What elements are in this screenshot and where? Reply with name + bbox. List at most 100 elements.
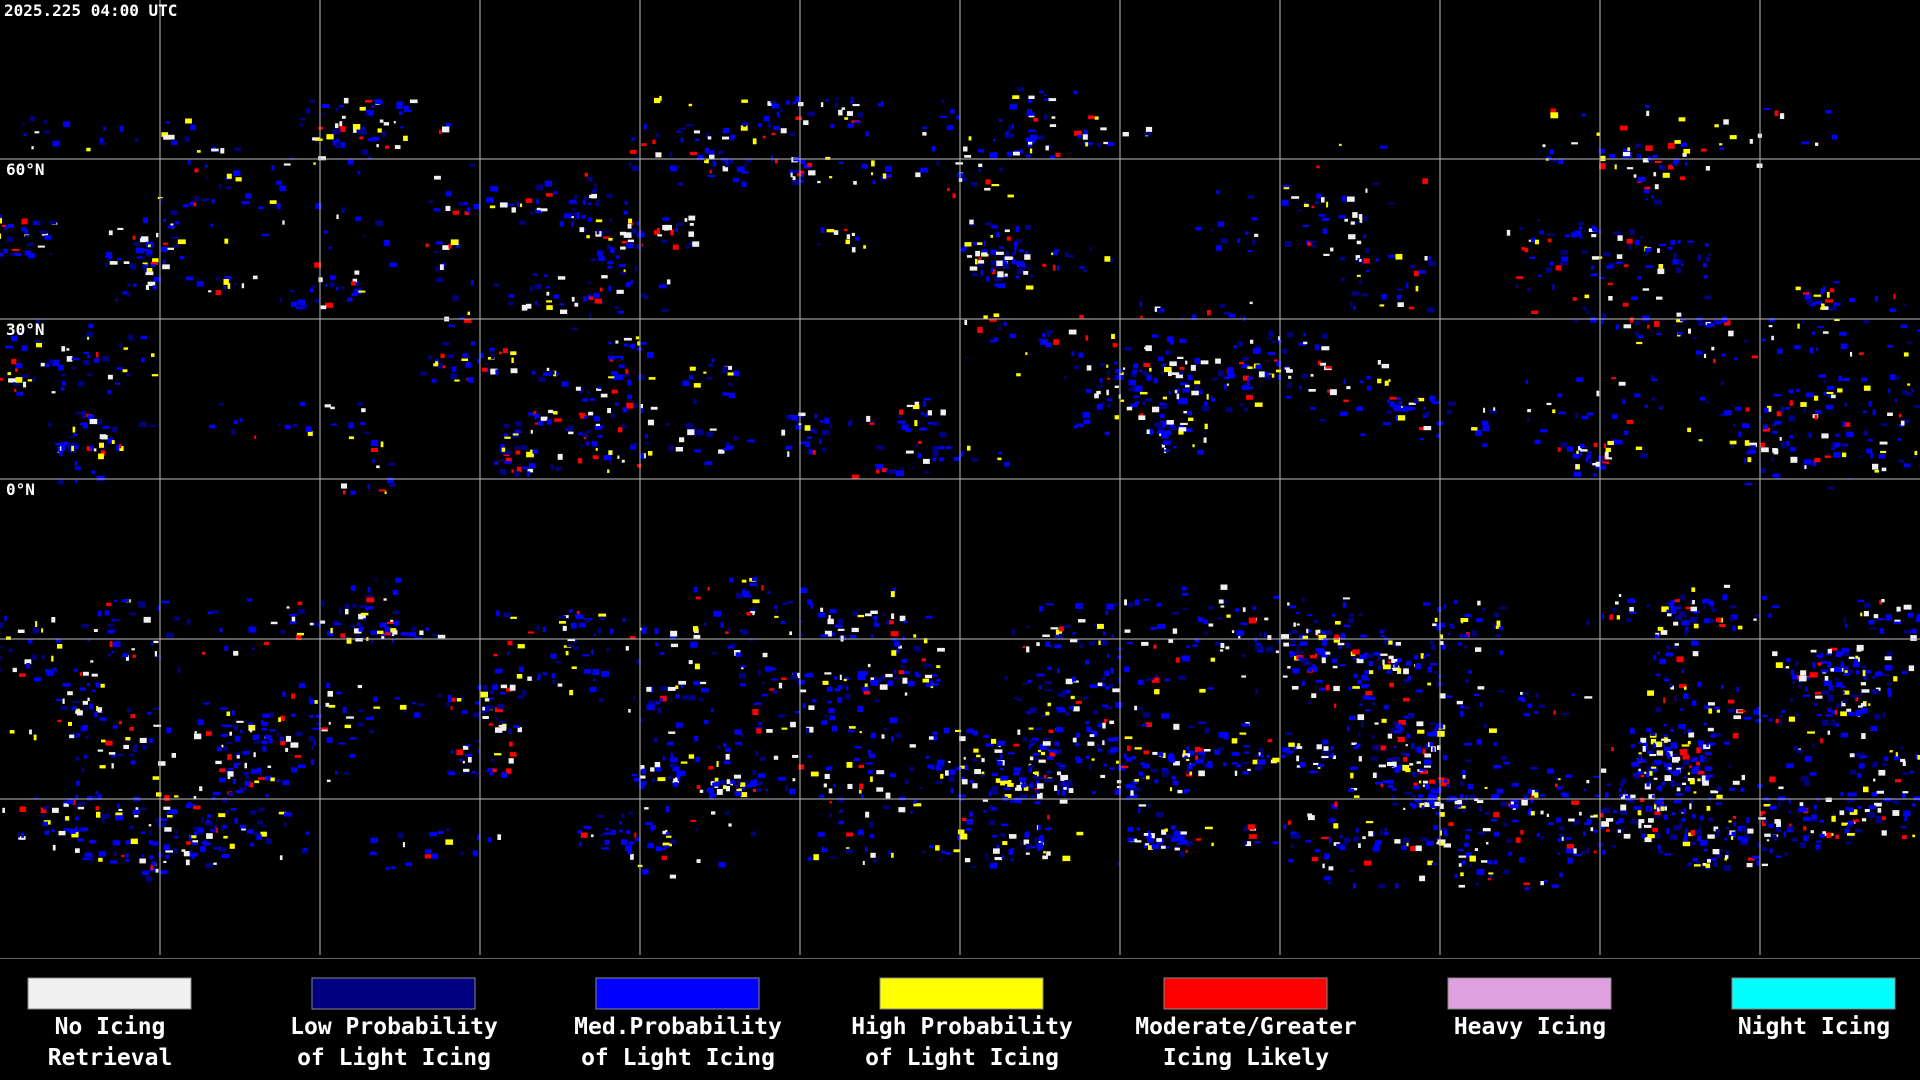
icing-pixel [98, 709, 102, 713]
icing-pixel [679, 437, 685, 443]
icing-pixel [1036, 642, 1040, 646]
icing-pixel [1102, 740, 1105, 746]
icing-pixel [355, 638, 363, 642]
icing-pixel [1657, 626, 1664, 631]
icing-pixel [632, 135, 635, 141]
icing-pixel [1254, 754, 1259, 757]
icing-pixel [402, 842, 405, 848]
icing-pixel [309, 622, 314, 626]
icing-pixel [436, 241, 443, 245]
icing-pixel [370, 630, 377, 635]
icing-pixel [1724, 837, 1728, 841]
icing-pixel [1288, 859, 1294, 863]
icing-pixel [1730, 444, 1734, 449]
icing-pixel [711, 811, 716, 815]
icing-pixel [665, 829, 668, 833]
icing-pixel [1394, 730, 1402, 734]
icing-pixel [330, 423, 337, 426]
icing-pixel [1556, 817, 1562, 823]
icing-pixel [392, 630, 398, 635]
icing-pixel [666, 279, 671, 285]
icing-pixel [1344, 218, 1348, 222]
icing-pixel [241, 283, 245, 289]
icing-pixel [640, 784, 644, 790]
icing-pixel [588, 281, 591, 285]
icing-pixel [1803, 407, 1806, 413]
icing-pixel [489, 770, 494, 776]
icing-pixel [1625, 618, 1632, 622]
icing-pixel [1840, 661, 1844, 668]
icing-pixel [1673, 825, 1681, 831]
icing-pixel [1203, 619, 1208, 625]
icing-pixel [825, 156, 831, 160]
icing-pixel [492, 684, 499, 690]
icing-pixel [997, 740, 1005, 746]
icing-pixel [1871, 689, 1879, 695]
icing-pixel [489, 689, 494, 695]
icing-pixel [841, 107, 846, 110]
icing-pixel [1208, 606, 1215, 610]
icing-pixel [806, 726, 814, 733]
icing-pixel [1903, 810, 1911, 817]
icing-pixel [1827, 694, 1834, 699]
icing-pixel [787, 415, 796, 418]
icing-pixel [1659, 803, 1664, 809]
icing-pixel [869, 422, 875, 425]
icing-pixel [1557, 838, 1561, 843]
icing-pixel [1768, 823, 1774, 828]
icing-pixel [1038, 685, 1042, 690]
icing-pixel [260, 825, 267, 828]
icing-pixel [1302, 224, 1309, 227]
icing-pixel [1287, 820, 1292, 825]
icing-pixel [1761, 863, 1768, 867]
icing-pixel [1849, 792, 1857, 797]
icing-pixel [1903, 304, 1907, 307]
icing-pixel [1900, 758, 1906, 762]
icing-pixel [91, 673, 98, 677]
icing-pixel [1608, 153, 1616, 159]
icing-pixel [1032, 757, 1039, 760]
icing-pixel [1834, 709, 1838, 715]
icing-pixel [1262, 371, 1269, 377]
icing-pixel [304, 847, 307, 851]
icing-pixel [1039, 135, 1045, 140]
icing-pixel [857, 671, 866, 677]
icing-pixel [796, 170, 805, 177]
icing-pixel [1795, 713, 1800, 717]
icing-pixel [256, 767, 262, 773]
icing-pixel [44, 830, 49, 835]
icing-pixel [1573, 821, 1575, 826]
icing-pixel [1489, 728, 1497, 733]
icing-pixel [1078, 619, 1086, 623]
icing-pixel [385, 145, 389, 149]
icing-pixel [1580, 449, 1588, 452]
icing-pixel [1365, 691, 1373, 696]
icing-pixel [1771, 431, 1778, 434]
icing-pixel [920, 167, 929, 173]
icing-pixel [1887, 345, 1893, 348]
icing-pixel [318, 156, 326, 161]
icing-pixel [1265, 646, 1273, 653]
icing-pixel [223, 734, 226, 738]
icing-pixel [749, 638, 755, 641]
icing-pixel [1763, 424, 1768, 430]
icing-pixel [1101, 676, 1107, 681]
icing-pixel [328, 704, 336, 708]
icing-pixel [1275, 650, 1279, 654]
icing-pixel [1406, 282, 1409, 289]
icing-pixel [1629, 229, 1635, 235]
icing-pixel [504, 436, 511, 439]
icing-pixel [1028, 114, 1035, 118]
icing-pixel [1496, 620, 1501, 626]
icing-pixel [557, 453, 563, 460]
icing-pixel [1060, 766, 1066, 769]
icing-pixel [1651, 397, 1656, 401]
icing-pixel [391, 633, 395, 636]
icing-pixel [1571, 142, 1578, 145]
icing-pixel [1226, 383, 1229, 386]
icing-pixel [1664, 675, 1668, 678]
icing-pixel [1318, 763, 1324, 767]
icing-pixel [1410, 773, 1419, 776]
icing-pixel [1432, 747, 1435, 752]
icing-pixel [1422, 748, 1426, 755]
